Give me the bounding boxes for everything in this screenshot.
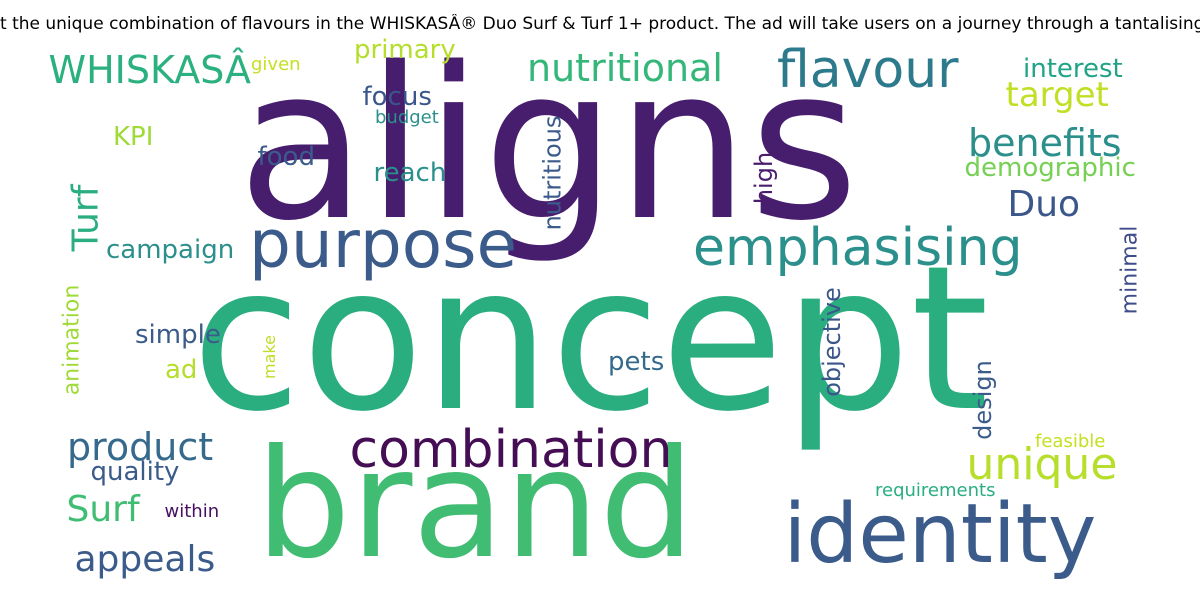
word-cloud-term: requirements bbox=[875, 480, 996, 501]
word-cloud-term: combination bbox=[349, 420, 673, 480]
word-cloud-term: WHISKASÂ bbox=[48, 48, 252, 92]
word-cloud-term: product bbox=[67, 425, 214, 469]
word-cloud-term: reach bbox=[373, 158, 447, 188]
figure-title: t the unique combination of flavours in … bbox=[0, 14, 1200, 34]
word-cloud-term: nutritional bbox=[527, 46, 723, 90]
word-cloud-term: budget bbox=[375, 107, 439, 128]
word-cloud-term: Duo bbox=[1007, 184, 1081, 225]
word-cloud-term: design bbox=[968, 360, 997, 440]
word-cloud-term: feasible bbox=[1035, 431, 1106, 452]
word-cloud-term: quality bbox=[90, 457, 180, 487]
word-cloud-term: concept bbox=[191, 223, 989, 456]
word-cloud-term: emphasising bbox=[693, 218, 1023, 278]
word-cloud-term: aligns bbox=[237, 22, 859, 267]
word-cloud-term: appeals bbox=[74, 539, 216, 580]
word-cloud-term: unique bbox=[966, 439, 1118, 490]
word-cloud-term: purpose bbox=[249, 206, 518, 283]
word-cloud-term: objective bbox=[817, 287, 846, 397]
word-cloud-term: Surf bbox=[66, 489, 140, 530]
word-cloud-term: Turf bbox=[64, 184, 106, 252]
word-cloud-term: primary bbox=[354, 35, 456, 65]
word-cloud-term: KPI bbox=[113, 122, 154, 152]
word-cloud-term: focus bbox=[362, 82, 432, 112]
word-cloud-term: pets bbox=[608, 347, 665, 377]
word-cloud-term: brand bbox=[255, 418, 695, 592]
word-cloud-term: campaign bbox=[106, 235, 235, 265]
word-cloud-term: high bbox=[750, 151, 779, 205]
word-cloud-term: flavour bbox=[777, 40, 959, 100]
word-cloud-term: benefits bbox=[968, 121, 1122, 165]
word-cloud-term: ad bbox=[165, 355, 198, 385]
word-cloud-term: target bbox=[1005, 75, 1109, 115]
word-cloud-term: demographic bbox=[964, 153, 1136, 183]
word-cloud-term: food bbox=[257, 142, 315, 172]
word-cloud-term: identity bbox=[783, 487, 1097, 582]
word-cloud-term: animation bbox=[58, 284, 84, 396]
word-cloud-term: simple bbox=[135, 320, 221, 350]
word-cloud-term: minimal bbox=[1116, 225, 1142, 315]
word-cloud-term: within bbox=[164, 501, 220, 522]
word-cloud-term: make bbox=[259, 335, 279, 379]
word-cloud-term: interest bbox=[1023, 54, 1123, 84]
word-cloud-term: nutritious bbox=[537, 115, 566, 231]
word-cloud-term: given bbox=[251, 54, 301, 75]
